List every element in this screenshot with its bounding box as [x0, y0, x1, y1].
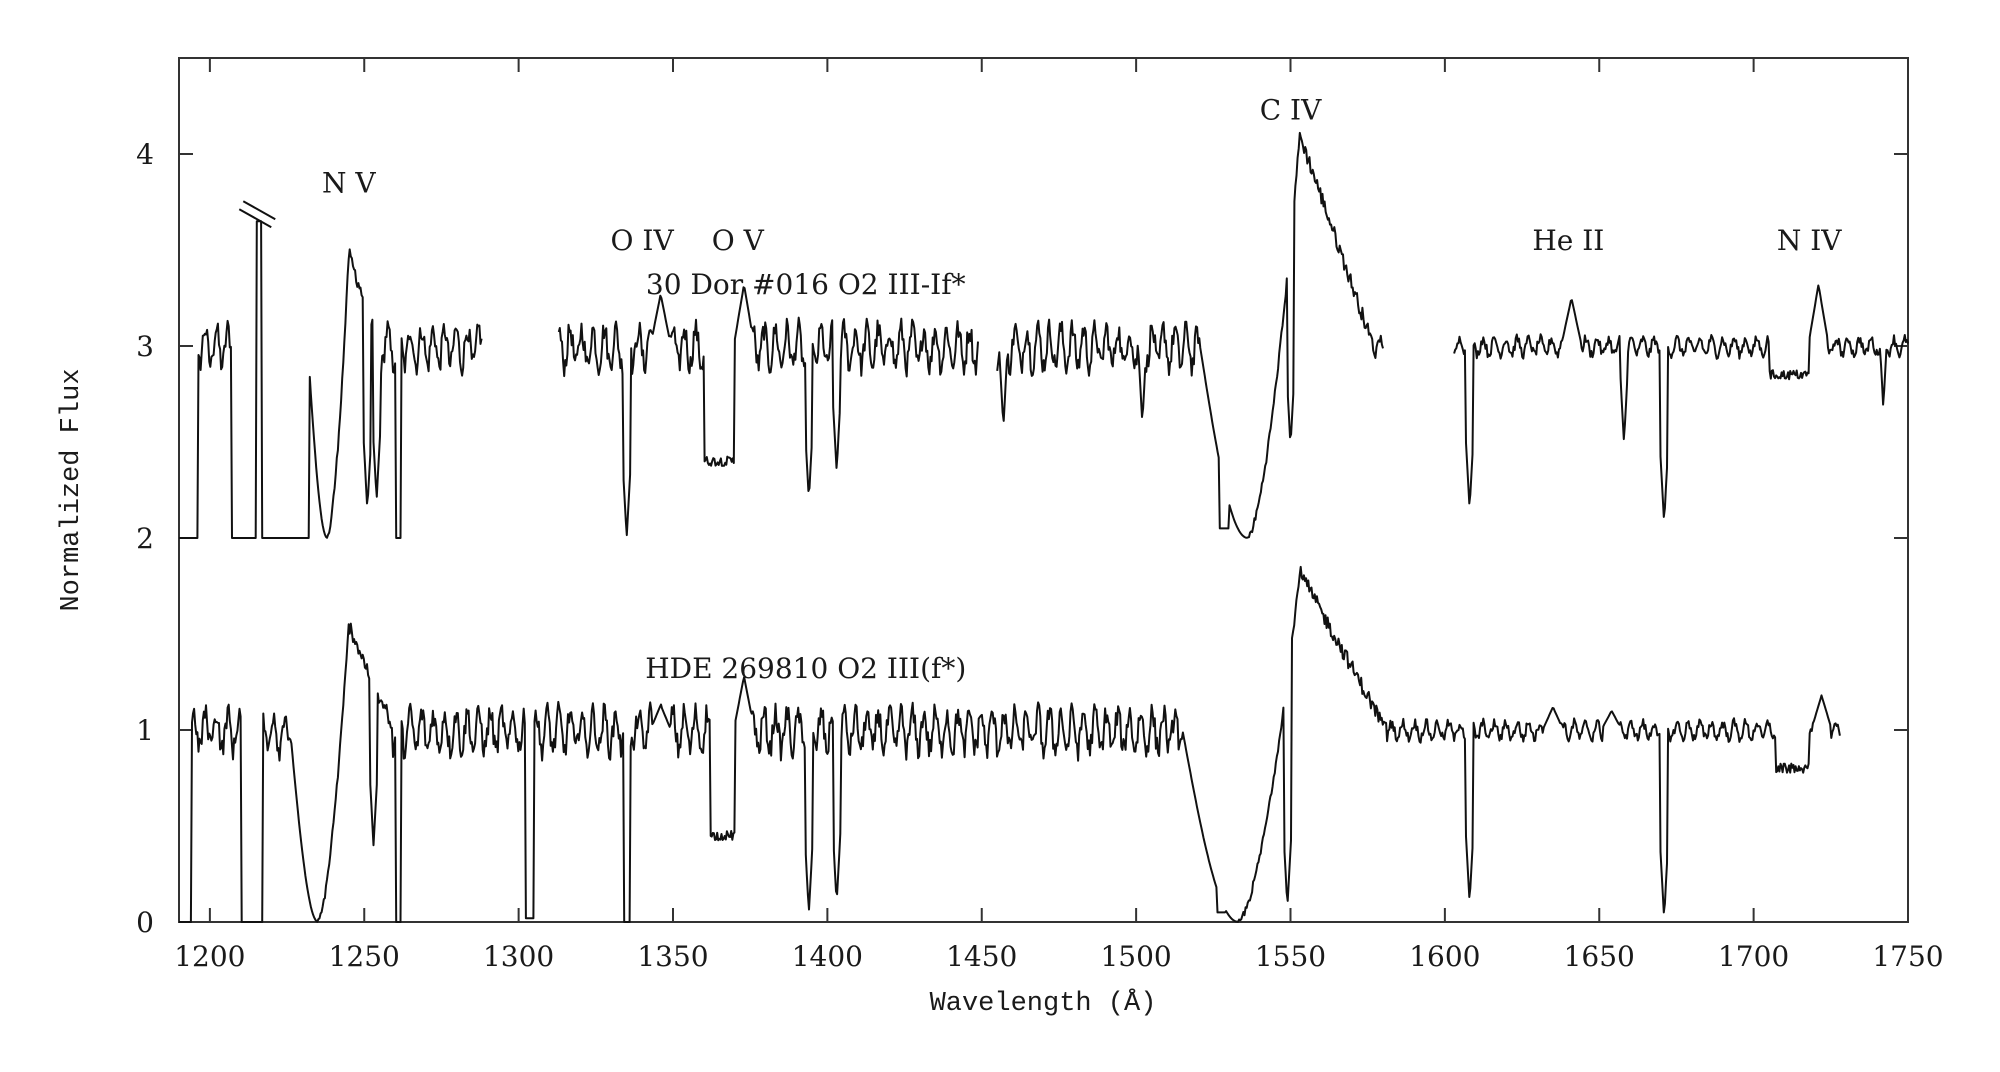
- axis-break-mark: [238, 208, 272, 229]
- x-tick-label: 1450: [946, 940, 1017, 973]
- y-tick-label: 0: [136, 906, 154, 939]
- x-tick-label: 1700: [1718, 940, 1789, 973]
- spectrum-line: [996, 131, 1384, 539]
- x-tick-label: 1750: [1872, 940, 1943, 973]
- spectrum-line: [179, 220, 483, 539]
- x-tick-label: 1500: [1100, 940, 1171, 973]
- axis-ticks: [179, 58, 1909, 923]
- y-axis-label: Normalized Flux: [57, 368, 87, 611]
- spectrum-line: [1453, 284, 1909, 518]
- x-tick-label: 1650: [1564, 940, 1635, 973]
- x-tick-label: 1300: [483, 940, 554, 973]
- star-label: HDE 269810 O2 III(f*): [645, 652, 966, 685]
- y-tick-label: 3: [136, 330, 154, 363]
- ion-line-label: O IV: [611, 224, 675, 257]
- ion-line-label: He II: [1532, 224, 1604, 257]
- x-tick-label: 1400: [792, 940, 863, 973]
- y-tick-label: 4: [136, 138, 154, 171]
- axis-tick-labels: 1200 1250 1300 1350 1400 1450 1500 1550 1600 1650…: [136, 138, 1943, 973]
- x-tick-label: 1600: [1409, 940, 1480, 973]
- spectrum-line: [557, 286, 979, 537]
- star-label: 30 Dor #016 O2 III-If*: [646, 268, 966, 301]
- spectrum-line: [179, 565, 1841, 923]
- x-tick-label: 1550: [1255, 940, 1326, 973]
- ion-line-label: C IV: [1260, 93, 1322, 126]
- x-axis-label: Wavelength (Å): [930, 988, 1157, 1019]
- spectra-lines: [179, 131, 1909, 923]
- x-tick-label: 1200: [174, 940, 245, 973]
- y-tick-label: 2: [136, 522, 154, 555]
- ion-line-label: O V: [712, 224, 765, 257]
- x-tick-label: 1250: [329, 940, 400, 973]
- y-tick-label: 1: [136, 714, 154, 747]
- plot-frame: [178, 57, 1909, 923]
- ion-line-label: N IV: [1777, 224, 1842, 257]
- x-tick-label: 1350: [637, 940, 708, 973]
- line-annotations: N V O IV O V C IV He II N IV 30 Dor #016 O2 II…: [322, 93, 1842, 685]
- axis-break-mark: [242, 200, 276, 221]
- ion-line-label: N V: [322, 166, 376, 199]
